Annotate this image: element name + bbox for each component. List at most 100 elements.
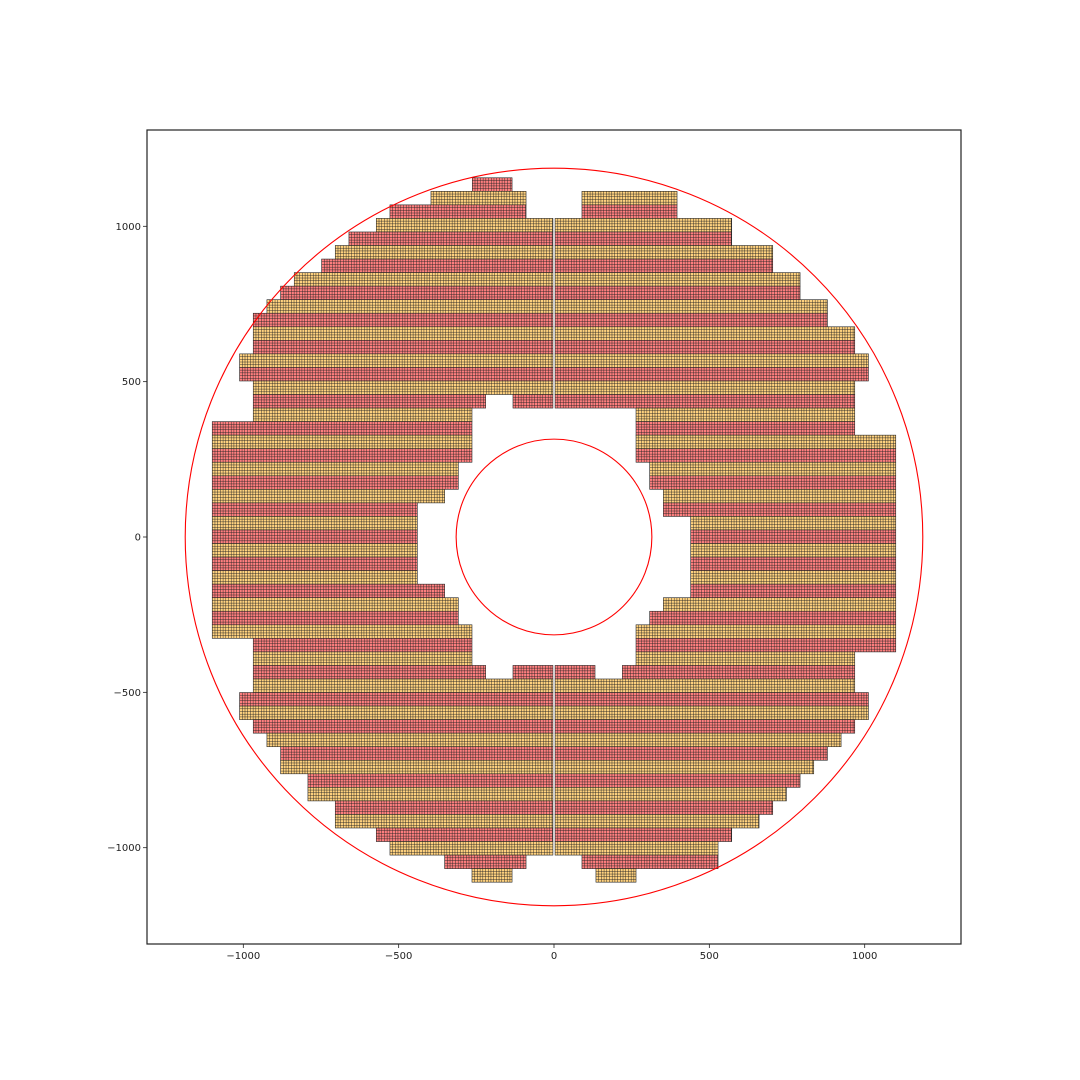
tile-strip-fill bbox=[512, 394, 554, 409]
tile-strip bbox=[554, 299, 828, 314]
tile-strip-fill bbox=[663, 489, 897, 504]
tile-strip-fill bbox=[554, 759, 815, 775]
tile-strip bbox=[334, 814, 554, 829]
tile-strip-fill bbox=[375, 218, 554, 233]
tile-strip bbox=[649, 610, 897, 626]
tile-cell-grid bbox=[555, 245, 773, 260]
tile-cell-grid bbox=[253, 719, 553, 734]
tile-strip bbox=[239, 353, 554, 368]
tile-strip bbox=[690, 583, 897, 599]
tile-strip bbox=[252, 394, 486, 409]
tile-strip-fill bbox=[649, 475, 897, 490]
tile-strip-fill bbox=[554, 353, 869, 368]
tile-strip-fill bbox=[663, 502, 897, 517]
tile-cell-grid bbox=[253, 651, 472, 666]
tile-cell-grid bbox=[690, 516, 896, 530]
tile-cell-grid bbox=[212, 516, 418, 530]
tile-cell-grid bbox=[212, 462, 459, 476]
tile-cell-grid bbox=[555, 353, 869, 368]
tile-cell-grid bbox=[555, 706, 869, 720]
tile-strip bbox=[690, 570, 897, 585]
tile-strip bbox=[252, 407, 473, 422]
tile-cell-grid bbox=[581, 855, 719, 869]
tile-cell-grid bbox=[636, 651, 855, 666]
y-tick-label: −500 bbox=[114, 688, 141, 699]
ticks-layer: −1000 −500 0 500 1000 −1000 −500 0 500 1000 bbox=[107, 222, 877, 962]
tile-cell-grid bbox=[239, 367, 553, 381]
tile-cell-grid bbox=[555, 299, 828, 314]
tile-cell-grid bbox=[239, 706, 553, 720]
tile-strip-fill bbox=[266, 299, 554, 314]
tile-strip bbox=[334, 245, 554, 260]
tile-strip bbox=[252, 312, 554, 328]
tile-strip bbox=[554, 258, 774, 273]
tile-strip bbox=[554, 285, 801, 300]
tile-cell-grid bbox=[636, 624, 896, 639]
tile-cell-grid bbox=[212, 448, 472, 463]
tile-cell-grid bbox=[239, 692, 553, 707]
x-tick-label: 0 bbox=[551, 951, 557, 962]
tile-strip bbox=[690, 543, 897, 558]
tile-strip-fill bbox=[211, 610, 459, 626]
tile-cell-grid bbox=[212, 543, 418, 558]
tile-strip bbox=[635, 421, 856, 436]
y-tick-label: 500 bbox=[122, 377, 141, 388]
tile-cell-grid bbox=[555, 800, 773, 815]
tile-cell-grid bbox=[389, 204, 527, 219]
tile-strip-fill bbox=[211, 502, 418, 517]
tile-strip-fill bbox=[581, 204, 678, 219]
inner-boundary-circle bbox=[455, 438, 653, 636]
tile-strip-fill bbox=[622, 665, 856, 680]
tile-strip-fill bbox=[211, 516, 418, 531]
tile-strip-fill bbox=[554, 732, 842, 748]
tile-strip bbox=[554, 705, 869, 720]
tile-cell-grid bbox=[280, 286, 553, 300]
tile-strip-fill bbox=[471, 868, 513, 883]
tile-strip-fill bbox=[635, 407, 856, 422]
tile-cell-grid bbox=[555, 394, 855, 409]
tile-strip bbox=[663, 502, 897, 517]
tile-cell-grid bbox=[212, 489, 445, 503]
tile-strip bbox=[280, 746, 554, 761]
tile-cell-grid bbox=[266, 299, 553, 314]
tile-cell-grid bbox=[555, 678, 855, 693]
tile-strip bbox=[211, 570, 418, 585]
x-tick-label: 1000 bbox=[852, 951, 877, 962]
tile-strip bbox=[635, 638, 897, 653]
tiles-layer bbox=[211, 177, 897, 883]
tile-strip-fill bbox=[649, 610, 897, 626]
tile-strip bbox=[690, 516, 897, 531]
tile-strip-fill bbox=[252, 651, 473, 666]
tile-strip-fill bbox=[690, 570, 897, 585]
tile-cell-grid bbox=[253, 665, 486, 679]
tile-cell-grid bbox=[555, 746, 828, 761]
tile-strip bbox=[663, 489, 897, 504]
tile-cell-grid bbox=[555, 367, 869, 381]
tile-strip bbox=[554, 312, 828, 328]
tile-strip-fill bbox=[211, 597, 459, 612]
tile-cell-grid bbox=[335, 800, 553, 815]
tile-strip-fill bbox=[554, 285, 801, 300]
tile-strip bbox=[635, 434, 897, 450]
tile-cell-grid bbox=[555, 773, 801, 788]
tile-cell-grid bbox=[663, 489, 896, 503]
tile-strip bbox=[239, 692, 554, 707]
tile-strip bbox=[581, 854, 719, 869]
tile-strip bbox=[211, 461, 459, 477]
tile-cell-grid bbox=[555, 272, 801, 287]
tile-strip-fill bbox=[690, 529, 897, 544]
tile-strip bbox=[375, 827, 554, 842]
tile-strip bbox=[389, 204, 527, 219]
tile-strip bbox=[252, 340, 554, 355]
tile-cell-grid bbox=[444, 855, 527, 869]
tile-cell-grid bbox=[555, 760, 814, 774]
tile-strip bbox=[554, 678, 856, 693]
tile-cell-grid bbox=[471, 868, 513, 883]
tile-strip bbox=[635, 651, 856, 666]
tile-cell-grid bbox=[636, 638, 896, 652]
tile-strip bbox=[471, 177, 513, 192]
tile-strip-fill bbox=[554, 705, 869, 720]
tile-strip-fill bbox=[239, 367, 554, 382]
tile-strip-fill bbox=[252, 665, 486, 680]
